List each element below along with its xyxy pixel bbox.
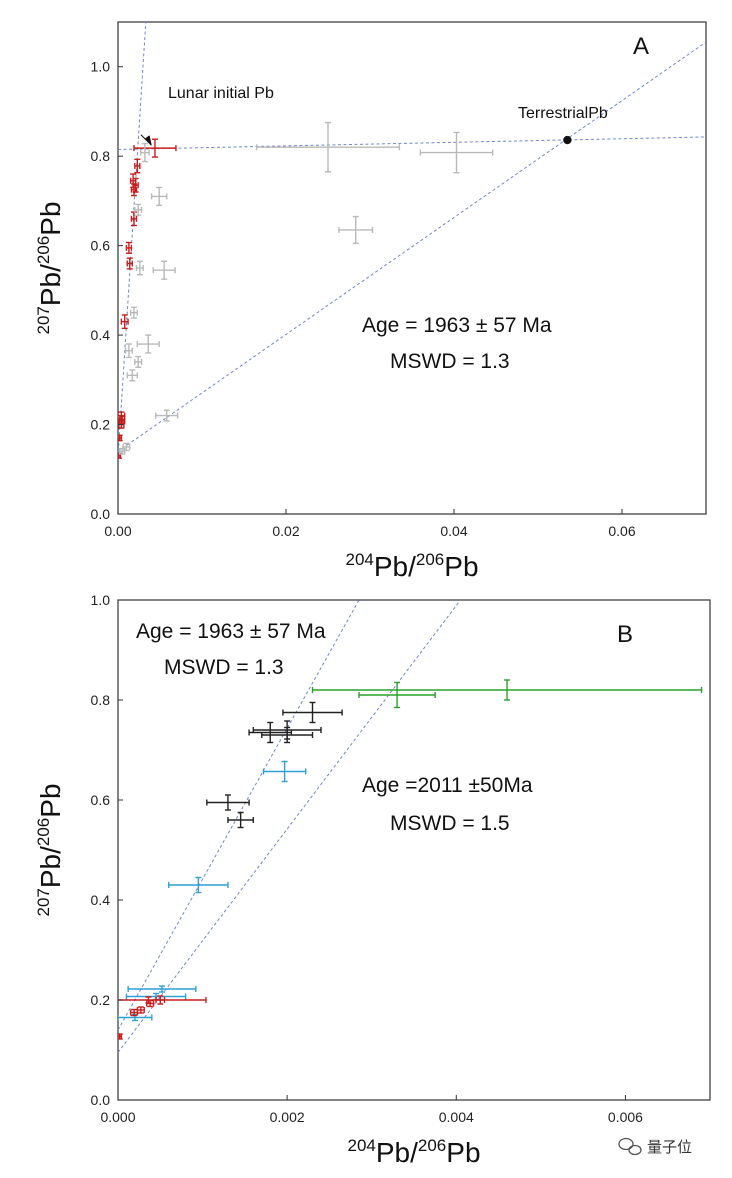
panel-a-point-s2-10 — [136, 334, 160, 354]
panel-b-point-s3-4 — [125, 992, 187, 1001]
panel-a-point-s2-3 — [338, 215, 374, 245]
x-tick-label: 0.002 — [270, 1109, 305, 1125]
x-tick-label: 0.000 — [100, 1109, 135, 1125]
y-tick-label: 0.2 — [91, 992, 111, 1008]
watermark: 量子位 — [618, 1137, 692, 1156]
panel-a-point-s2-5 — [139, 142, 150, 163]
wechat-bubbles-icon — [618, 1137, 642, 1156]
panel-b-data-marks — [118, 679, 703, 1040]
panel-a-point-s2-15 — [122, 442, 131, 452]
panel-b-dashed-line-2 — [118, 600, 461, 1053]
x-tick-label: 0.006 — [608, 1109, 643, 1125]
panel-a-point-s2-13 — [126, 369, 139, 382]
panel-b-point-s2-5 — [206, 794, 250, 811]
panel-a-age-text: Age = 1963 ± 57 Ma — [362, 314, 552, 337]
panel-a-plot-frame — [117, 21, 707, 515]
panel-b-point-s4-6 — [118, 1033, 123, 1040]
y-tick-label: 0.6 — [91, 238, 111, 254]
panel-b-point-s3-2 — [168, 876, 229, 894]
panel-a-dashed-line-3 — [118, 22, 147, 458]
panel-b-axis-ticks: 0.000 0.002 0.004 0.006 0.0 0.2 0.4 0.6 0.8 1.0 — [91, 592, 644, 1125]
panel-b: 0.000 0.002 0.004 0.006 0.0 0.2 0.4 0.6 0.8 1.0 B… — [34, 592, 711, 1168]
y-tick-label: 1.0 — [91, 59, 111, 75]
panel-a-point-s2-16 — [118, 447, 126, 455]
panel-b-regression-lines — [118, 600, 461, 1053]
panel-b-age-text-1: Age = 1963 ± 57 Ma — [136, 620, 326, 643]
terrestrial-pb-point — [563, 135, 572, 145]
panel-a-point-s1-1 — [133, 138, 177, 158]
watermark-text: 量子位 — [647, 1139, 692, 1156]
panel-b-point-s1-1 — [311, 679, 703, 701]
x-tick-label: 0.004 — [439, 1109, 474, 1125]
y-tick-label: 0.4 — [91, 327, 111, 343]
panel-a-dashed-line-2 — [118, 41, 706, 452]
panel-a-data-marks — [118, 121, 572, 459]
panel-a-letter: A — [633, 33, 649, 60]
panel-a-mswd-text: MSWD = 1.3 — [390, 350, 510, 373]
panel-b-point-s4-5 — [129, 1008, 139, 1017]
panel-a-point-s2-6 — [152, 260, 176, 280]
lunar-initial-pb-arrow-icon — [140, 134, 152, 146]
y-tick-label: 0.8 — [91, 148, 111, 164]
panel-b-point-s3-5 — [118, 1013, 153, 1022]
panel-a-point-s1-7 — [125, 241, 133, 254]
panel-b-y-axis-label: 207Pb/206Pb — [34, 783, 66, 916]
x-tick-label: 0.04 — [440, 523, 467, 539]
panel-a-point-s2-2 — [419, 131, 494, 174]
panel-b-point-s3-1 — [262, 760, 307, 783]
panel-a-terrestrial-label: TerrestrialPb — [518, 105, 608, 122]
panel-b-point-s1-2 — [358, 681, 436, 709]
panel-a-point-s2-4 — [150, 186, 168, 207]
panel-a-point-s2-9 — [129, 306, 139, 319]
panel-a-point-s1-2 — [134, 158, 141, 174]
panel-b-point-s4-4 — [136, 1006, 145, 1014]
panel-a-point-s2-1 — [255, 121, 401, 173]
panel-b-point-s2-6 — [227, 811, 255, 829]
panel-a-point-s1-6 — [130, 211, 138, 227]
panel-a: 0.00 0.02 0.04 0.06 0.0 0.2 0.4 0.6 0.8 1.0 A Lun… — [34, 21, 707, 582]
panel-b-point-s4-3 — [146, 999, 155, 1008]
panel-b-x-axis-label: 204Pb/206Pb — [347, 1136, 480, 1168]
x-tick-label: 0.02 — [272, 523, 299, 539]
y-tick-label: 0.2 — [91, 417, 111, 433]
panel-a-point-s2-8 — [135, 260, 144, 276]
y-tick-label: 0.0 — [91, 506, 111, 522]
panel-b-mswd-text-2: MSWD = 1.5 — [390, 812, 510, 835]
panel-a-point-s1-8 — [126, 257, 133, 270]
panel-a-dashed-line-1 — [118, 136, 706, 150]
panel-b-letter: B — [617, 621, 633, 648]
y-tick-label: 0.0 — [91, 1092, 111, 1108]
panel-b-point-s4-2 — [155, 995, 166, 1005]
x-tick-label: 0.00 — [104, 523, 131, 539]
panel-a-point-s2-12 — [134, 355, 143, 368]
panel-b-point-s2-4 — [261, 726, 314, 744]
panel-b-point-s2-1 — [282, 701, 343, 724]
panel-b-mswd-text-1: MSWD = 1.3 — [164, 656, 284, 679]
panel-b-point-s3-3 — [127, 985, 197, 993]
panel-a-point-s1-9 — [120, 314, 129, 330]
panel-a-y-axis-label: 207Pb/206Pb — [34, 201, 66, 334]
panel-a-point-s2-11 — [124, 343, 133, 359]
panel-a-point-s1-13 — [118, 434, 123, 442]
panel-b-plot-frame — [117, 599, 711, 1101]
y-tick-label: 1.0 — [91, 592, 111, 608]
y-tick-label: 0.4 — [91, 892, 111, 908]
panel-a-point-s1-5 — [130, 183, 138, 197]
panel-a-regression-lines — [118, 22, 706, 458]
y-tick-label: 0.8 — [91, 692, 111, 708]
panel-a-x-axis-label: 204Pb/206Pb — [345, 550, 478, 582]
panel-a-lunar-label: Lunar initial Pb — [168, 85, 274, 102]
panel-a-point-s2-7 — [134, 203, 143, 216]
y-tick-label: 0.6 — [91, 792, 111, 808]
x-tick-label: 0.06 — [608, 523, 635, 539]
panel-a-point-s2-14 — [155, 409, 179, 422]
panel-b-age-text-2: Age =2011 ±50Ma — [362, 774, 533, 797]
panel-a-axis-ticks: 0.00 0.02 0.04 0.06 0.0 0.2 0.4 0.6 0.8 1.0 — [91, 59, 636, 539]
